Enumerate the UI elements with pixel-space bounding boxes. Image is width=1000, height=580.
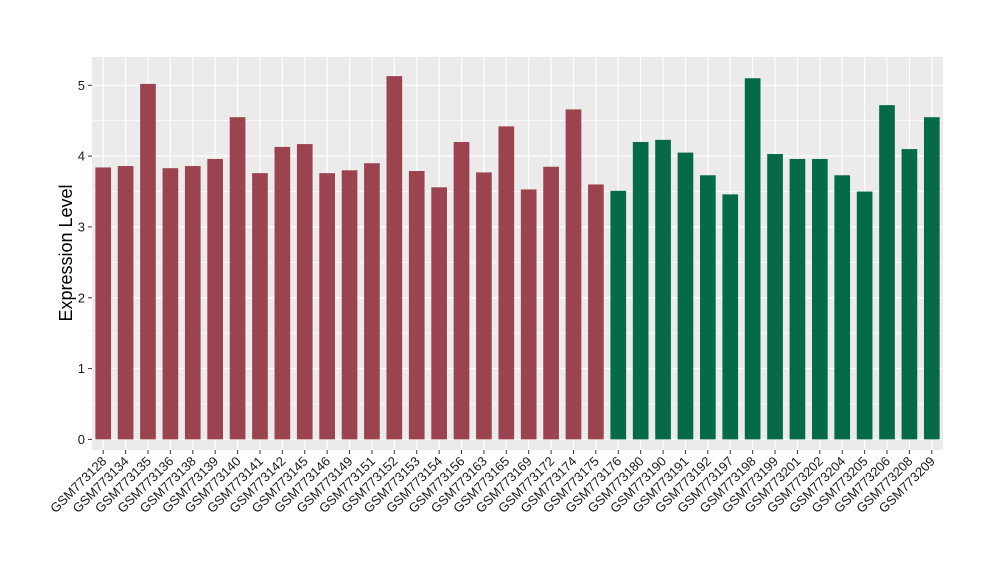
bar-GSM773205 <box>856 191 873 440</box>
bar-GSM773152 <box>386 76 403 440</box>
bars <box>95 76 940 440</box>
bar-GSM773174 <box>565 109 582 440</box>
bar-GSM773169 <box>520 189 537 440</box>
y-tick-label: 4 <box>78 149 85 164</box>
bar-GSM773202 <box>811 158 828 440</box>
bar-GSM773146 <box>319 173 335 440</box>
y-axis: 0 1 2 3 4 5 <box>78 78 92 447</box>
x-axis: GSM773128GSM773134GSM773135GSM773136GSM7… <box>47 450 938 516</box>
bar-GSM773151 <box>364 163 380 440</box>
bar-GSM773209 <box>923 117 940 440</box>
bar-GSM773190 <box>655 139 671 440</box>
bar-GSM773128 <box>95 167 112 440</box>
bar-GSM773198 <box>744 78 761 440</box>
bar-GSM773192 <box>700 175 716 440</box>
y-tick-label: 1 <box>78 361 85 376</box>
bar-GSM773175 <box>588 184 604 440</box>
bar-GSM773154 <box>431 187 447 440</box>
bar-GSM773201 <box>789 158 806 440</box>
bar-GSM773156 <box>453 141 470 440</box>
bar-GSM773204 <box>834 175 851 440</box>
y-axis-title: Expression Level <box>56 184 76 321</box>
bar-GSM773141 <box>252 173 268 440</box>
y-tick-label: 3 <box>78 219 85 234</box>
bar-GSM773208 <box>901 149 918 440</box>
bar-GSM773199 <box>767 154 783 440</box>
bar-GSM773142 <box>274 146 291 440</box>
y-tick-label: 2 <box>78 290 85 305</box>
bar-GSM773180 <box>632 141 649 440</box>
bar-GSM773172 <box>543 166 559 440</box>
bar-GSM773138 <box>184 166 201 440</box>
bar-GSM773140 <box>229 117 246 440</box>
bar-GSM773163 <box>476 172 492 440</box>
y-tick-label: 0 <box>78 432 85 447</box>
bar-GSM773149 <box>341 170 358 440</box>
bar-GSM773134 <box>117 166 134 440</box>
bar-GSM773153 <box>408 171 425 440</box>
bar-GSM773135 <box>140 83 156 440</box>
bar-GSM773206 <box>879 105 895 440</box>
bar-GSM773139 <box>207 158 224 440</box>
bar-GSM773197 <box>722 194 739 440</box>
bar-GSM773176 <box>610 190 627 440</box>
y-tick-label: 5 <box>78 78 85 93</box>
bar-GSM773136 <box>162 168 179 440</box>
bar-GSM773165 <box>498 126 515 440</box>
bar-GSM773191 <box>677 152 694 440</box>
bar-GSM773145 <box>296 144 313 440</box>
